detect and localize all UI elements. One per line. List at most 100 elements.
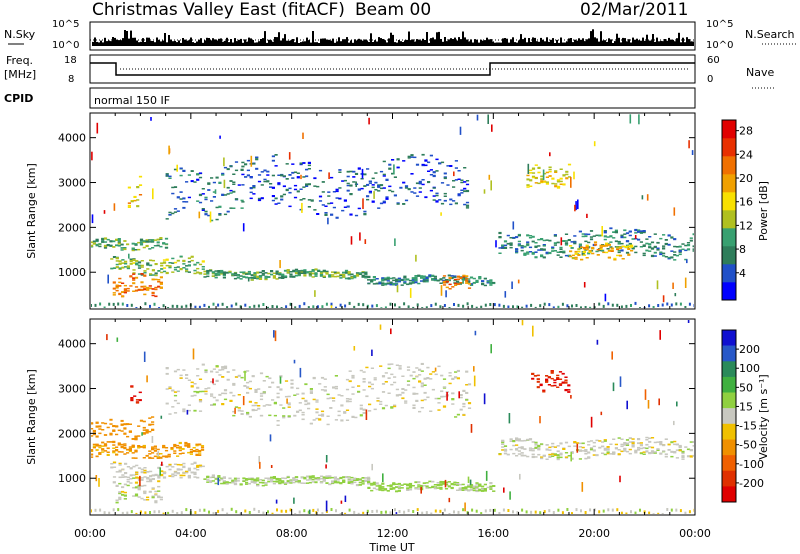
heatmap-cell (158, 510, 161, 514)
heatmap-cell (556, 456, 560, 459)
heatmap-cell (670, 455, 674, 458)
heatmap-cell (229, 399, 233, 402)
heatmap-cell (134, 449, 138, 452)
heatmap-cell (270, 480, 274, 483)
power-colorbar-label: Power [dB] (757, 181, 770, 241)
nsky-bar (572, 42, 574, 46)
heatmap-cell (392, 279, 396, 282)
heatmap-cell (575, 304, 578, 307)
nsky-bar (628, 39, 630, 46)
heatmap-cell (581, 233, 585, 235)
heatmap-cell (436, 484, 440, 487)
heatmap-cell (231, 273, 235, 276)
heatmap-cell (182, 201, 186, 203)
nsky-bar (612, 43, 614, 46)
heatmap-cell (545, 444, 549, 446)
heatmap-cell (112, 447, 116, 449)
heatmap-cell (512, 444, 516, 447)
heatmap-cell (355, 484, 360, 487)
heatmap-cell (201, 363, 205, 366)
heatmap-cell (311, 276, 315, 278)
nsky-bar (308, 40, 310, 46)
heatmap-cell (412, 371, 416, 373)
nsky-bar (128, 38, 130, 46)
heatmap-cell (611, 303, 614, 307)
heatmap-cell (253, 304, 256, 308)
cpid-value: normal 150 IF (94, 94, 170, 107)
heatmap-cell (345, 398, 350, 400)
heatmap-cell (256, 275, 260, 278)
heatmap-cell (241, 173, 245, 176)
heatmap-cell (307, 306, 310, 308)
heatmap-cell (112, 440, 116, 444)
heatmap-cell (240, 376, 244, 379)
heatmap-cell (131, 249, 135, 252)
heatmap-cell (379, 400, 383, 403)
heatmap-cell (342, 274, 346, 276)
y-tick-label: 1000 (58, 472, 86, 485)
heatmap-cell (540, 180, 544, 183)
heatmap-cell (553, 381, 557, 384)
nsky-bar (260, 39, 262, 46)
heatmap-cell (592, 441, 596, 444)
heatmap-cell (179, 268, 183, 271)
heatmap-cell (267, 510, 269, 514)
heatmap-cell (123, 248, 127, 251)
heatmap-cell (327, 191, 331, 193)
heatmap-cell (232, 369, 236, 371)
heatmap-cell (662, 252, 666, 255)
heatmap-cell (323, 386, 327, 388)
heatmap-cell (146, 263, 150, 266)
heatmap-cell (648, 511, 651, 514)
heatmap-cell (396, 285, 399, 293)
heatmap-cell (523, 252, 527, 255)
heatmap-cell (398, 367, 402, 370)
heatmap-cell (260, 184, 264, 186)
heatmap-cell (99, 508, 102, 512)
heatmap-cell (637, 230, 641, 233)
heatmap-cell (95, 475, 98, 482)
heatmap-cell (258, 479, 263, 481)
heatmap-cell (553, 384, 557, 387)
heatmap-cell (271, 186, 275, 189)
heatmap-cell (284, 395, 289, 398)
heatmap-cell (464, 502, 466, 512)
heatmap-cell (604, 293, 607, 302)
heatmap-cell (242, 480, 246, 482)
heatmap-cell (271, 155, 275, 158)
heatmap-cell (254, 390, 258, 393)
heatmap-cell (215, 218, 219, 221)
heatmap-cell (465, 278, 469, 280)
heatmap-cell (171, 473, 175, 476)
heatmap-cell (131, 445, 135, 448)
heatmap-cell (417, 486, 421, 488)
heatmap-cell (648, 243, 652, 246)
heatmap-cell (137, 264, 142, 267)
heatmap-cell (454, 278, 458, 281)
heatmap-cell (308, 477, 312, 479)
heatmap-cell (234, 198, 239, 201)
heatmap-cell (278, 272, 282, 275)
heatmap-cell (131, 457, 135, 459)
heatmap-cell (454, 376, 458, 379)
nsky-bar (510, 39, 512, 46)
heatmap-cell (359, 407, 363, 410)
nsky-bar (350, 40, 352, 46)
heatmap-cell (366, 168, 370, 170)
heatmap-cell (381, 482, 385, 485)
heatmap-cell (178, 447, 182, 450)
heatmap-cell (156, 238, 160, 241)
heatmap-cell (536, 374, 540, 377)
heatmap-cell (228, 477, 232, 480)
heatmap-cell (306, 271, 310, 274)
heatmap-cell (454, 167, 458, 169)
heatmap-cell (602, 251, 606, 254)
heatmap-cell (214, 189, 217, 194)
heatmap-cell (574, 204, 576, 212)
heatmap-cell (383, 488, 388, 490)
heatmap-cell (332, 397, 336, 399)
heatmap-cell (684, 277, 687, 288)
heatmap-cell (282, 175, 286, 177)
heatmap-cell (137, 289, 141, 291)
cpid-strip: CPID normal 150 IF (4, 87, 696, 109)
